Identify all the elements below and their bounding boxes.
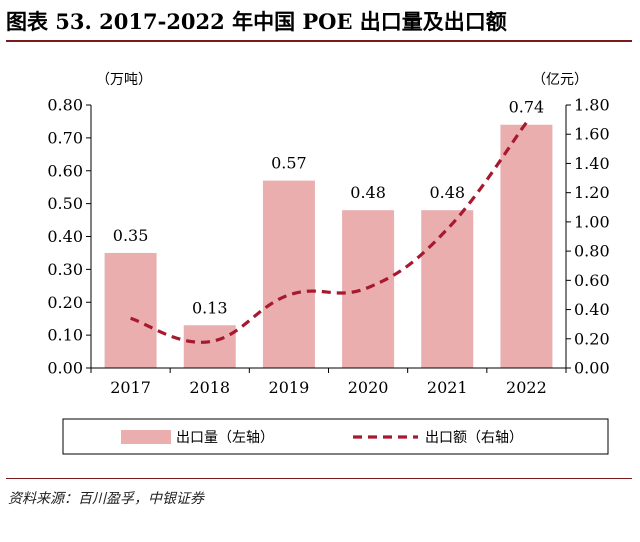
y-right-tick-label: 0.20 <box>574 329 610 348</box>
y-right-tick-label: 0.00 <box>574 359 610 378</box>
y-left-tick-label: 0.60 <box>47 161 83 180</box>
footer-divider <box>6 478 632 479</box>
export-value-line <box>130 121 528 344</box>
x-tick-label: 2021 <box>427 378 468 397</box>
bar-label-2021: 0.48 <box>429 183 465 202</box>
y-right-tick-label: 1.80 <box>574 96 610 115</box>
x-tick-label: 2017 <box>110 378 151 397</box>
y-left-unit: （万吨） <box>96 72 152 88</box>
y-left-tick-label: 0.30 <box>47 260 83 279</box>
y-left-tick-label: 0.10 <box>47 326 83 345</box>
bar-2021 <box>421 210 474 368</box>
bar-2022 <box>500 124 553 368</box>
y-left-tick-label: 0.20 <box>47 293 83 312</box>
y-right-tick-label: 1.60 <box>574 125 610 144</box>
x-tick-label: 2019 <box>269 378 310 397</box>
y-left-tick-label: 0.00 <box>47 359 83 378</box>
labels-layer: 0.35 0.13 0.57 0.48 0.48 0.74 <box>113 98 544 318</box>
bar-label-2017: 0.35 <box>113 226 149 245</box>
y-right-tick-label: 1.00 <box>574 212 610 231</box>
y-right-tick-label: 0.40 <box>574 300 610 319</box>
line-layer <box>130 121 528 344</box>
bars-layer <box>104 124 553 368</box>
bar-2017 <box>104 252 157 368</box>
x-tick-label: 2018 <box>189 378 230 397</box>
legend-line-label: 出口额（右轴） <box>425 430 523 446</box>
y-left-tick-label: 0.50 <box>47 194 83 213</box>
y-left-tick-label: 0.80 <box>47 96 83 115</box>
y-right-tick-label: 0.80 <box>574 242 610 261</box>
legend-bar-swatch <box>121 430 171 444</box>
bar-label-2018: 0.13 <box>192 298 228 317</box>
bar-label-2019: 0.57 <box>271 154 307 173</box>
legend: 出口量（左轴） 出口额（右轴） <box>62 418 609 455</box>
title-divider <box>6 40 632 42</box>
y-left-tick-label: 0.40 <box>47 227 83 246</box>
y-left-tick-label: 0.70 <box>47 128 83 147</box>
y-right-unit: （亿元） <box>532 72 588 88</box>
y-right-tick-label: 0.60 <box>574 271 610 290</box>
x-tick-label: 2022 <box>506 378 547 397</box>
bar-2019 <box>262 180 315 368</box>
chart: 0.00 0.10 0.20 0.30 0.40 0.50 0.60 0.70 0.80 0.00… <box>47 72 610 455</box>
bar-label-2022: 0.74 <box>509 98 545 117</box>
bar-label-2020: 0.48 <box>350 183 386 202</box>
y-right-tick-label: 1.20 <box>574 183 610 202</box>
y-right-tick-label: 1.40 <box>574 154 610 173</box>
page-title: 图表 53. 2017-2022 年中国 POE 出口量及出口额 <box>6 9 507 34</box>
legend-bar-label: 出口量（左轴） <box>176 430 274 446</box>
axes-layer: 0.00 0.10 0.20 0.30 0.40 0.50 0.60 0.70 0.80 0.00… <box>47 72 609 397</box>
x-tick-label: 2020 <box>348 378 389 397</box>
source-note: 资料来源：百川盈孚，中银证券 <box>8 491 204 507</box>
bar-2018 <box>183 325 236 368</box>
